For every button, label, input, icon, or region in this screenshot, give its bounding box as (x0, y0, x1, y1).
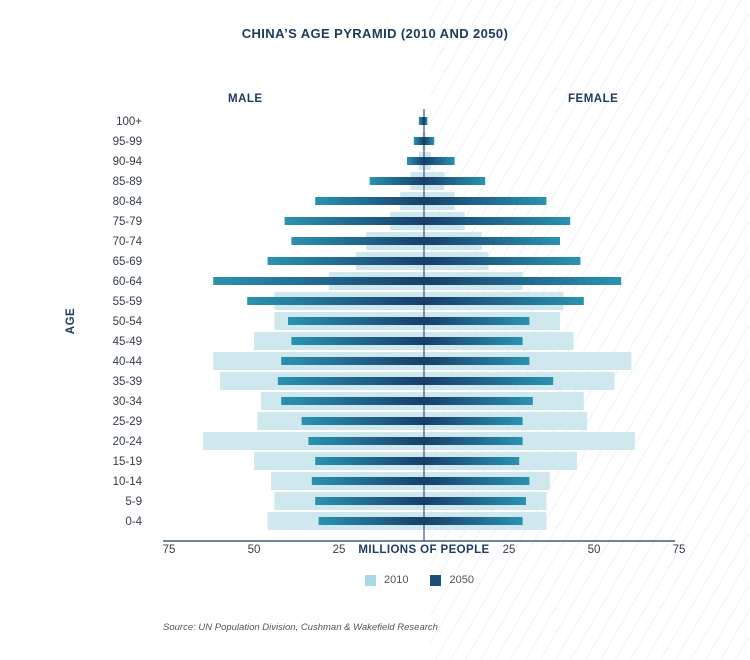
bar-2050-male-30-34 (281, 397, 424, 405)
age-tick-85-89: 85-89 (113, 176, 142, 188)
legend-item-2050: 2050 (430, 574, 474, 586)
age-tick-40-44: 40-44 (113, 356, 143, 368)
bar-2050-female-90-94 (424, 157, 455, 165)
chart-title: CHINA’S AGE PYRAMID (2010 AND 2050) (241, 26, 509, 41)
female-label: FEMALE (568, 93, 619, 105)
x-tick-right-50: 50 (588, 544, 601, 556)
legend-swatch-2010 (365, 574, 376, 586)
age-tick-55-59: 55-59 (113, 296, 142, 308)
x-tick-left-75: 75 (163, 544, 176, 556)
bar-2050-female-10-14 (424, 477, 530, 485)
bar-2050-female-95-99 (424, 137, 435, 145)
bar-2050-male-60-64 (213, 277, 424, 285)
bar-2050-male-55-59 (247, 297, 424, 305)
x-tick-left-50: 50 (248, 544, 261, 556)
legend-label-2010: 2010 (384, 574, 409, 586)
bar-2050-female-60-64 (424, 277, 622, 285)
bar-2050-female-100+ (424, 117, 428, 125)
bar-2050-female-0-4 (424, 517, 523, 525)
age-tick-100+: 100+ (116, 116, 142, 128)
bar-2050-female-80-84 (424, 197, 547, 205)
age-tick-15-19: 15-19 (113, 456, 142, 468)
age-tick-5-9: 5-9 (125, 496, 142, 508)
bar-2050-male-75-79 (284, 217, 424, 225)
legend-swatch-2050 (430, 574, 442, 586)
bar-2050-female-85-89 (424, 177, 486, 185)
bar-2050-female-75-79 (424, 217, 571, 225)
source-note: Source: UN Population Division, Cushman … (163, 622, 438, 633)
age-tick-35-39: 35-39 (113, 376, 142, 388)
legend-item-2010: 2010 (365, 574, 408, 586)
bar-2050-female-20-24 (424, 437, 523, 445)
bar-2050-male-40-44 (281, 357, 424, 365)
x-tick-right-75: 75 (673, 544, 686, 556)
age-tick-60-64: 60-64 (113, 276, 143, 288)
bar-2050-male-95-99 (413, 137, 424, 145)
bar-2050-male-80-84 (315, 197, 424, 205)
age-tick-45-49: 45-49 (113, 336, 142, 348)
age-tick-75-79: 75-79 (113, 216, 142, 228)
male-label: MALE (228, 93, 263, 105)
bar-2050-male-20-24 (308, 437, 424, 445)
bar-2050-female-70-74 (424, 237, 560, 245)
bar-2050-male-10-14 (311, 477, 424, 485)
bar-2050-male-50-54 (288, 317, 424, 325)
bar-2050-male-0-4 (318, 517, 424, 525)
bar-2050-female-25-29 (424, 417, 523, 425)
bar-2050-female-45-49 (424, 337, 523, 345)
bar-2010-female-20-24 (424, 432, 635, 450)
bar-2050-male-5-9 (315, 497, 424, 505)
age-tick-70-74: 70-74 (113, 236, 143, 248)
age-tick-80-84: 80-84 (113, 196, 143, 208)
bar-2050-female-40-44 (424, 357, 530, 365)
bar-2050-male-90-94 (407, 157, 424, 165)
age-tick-30-34: 30-34 (113, 396, 143, 408)
age-tick-10-14: 10-14 (113, 476, 143, 488)
bar-2050-female-50-54 (424, 317, 530, 325)
bar-2050-male-25-29 (301, 417, 424, 425)
bar-2050-female-35-39 (424, 377, 554, 385)
legend-label-2050: 2050 (449, 574, 474, 586)
age-tick-50-54: 50-54 (113, 316, 143, 328)
bar-2050-female-55-59 (424, 297, 584, 305)
bar-2050-male-45-49 (291, 337, 424, 345)
bar-2050-male-85-89 (369, 177, 424, 185)
age-tick-25-29: 25-29 (113, 416, 142, 428)
x-tick-right-25: 25 (503, 544, 516, 556)
bar-2050-female-15-19 (424, 457, 520, 465)
age-tick-0-4: 0-4 (125, 516, 142, 528)
bar-2050-male-100+ (418, 117, 424, 125)
age-tick-90-94: 90-94 (113, 156, 143, 168)
bar-2050-male-15-19 (315, 457, 424, 465)
bar-2050-female-30-34 (424, 397, 533, 405)
age-tick-95-99: 95-99 (113, 136, 142, 148)
bar-2050-male-65-69 (267, 257, 424, 265)
x-tick-left-25: 25 (333, 544, 346, 556)
x-axis-label: MILLIONS OF PEOPLE (358, 544, 489, 556)
bar-2050-female-5-9 (424, 497, 526, 505)
bar-2050-female-65-69 (424, 257, 581, 265)
legend: 2010 2050 (365, 574, 496, 586)
age-tick-20-24: 20-24 (113, 436, 143, 448)
bar-2050-male-70-74 (291, 237, 424, 245)
age-tick-65-69: 65-69 (113, 256, 142, 268)
bar-2050-male-35-39 (277, 377, 424, 385)
